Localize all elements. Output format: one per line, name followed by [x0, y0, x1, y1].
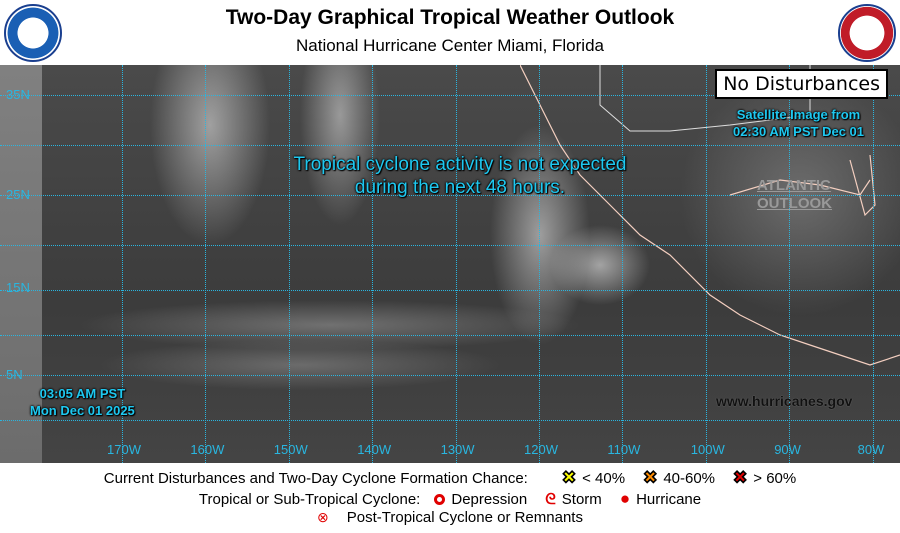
legend-high: > 60% [753, 469, 797, 487]
longitude-gridline [872, 65, 874, 463]
longitude-gridline [288, 65, 290, 463]
outlook-message: Tropical cyclone activity is not expecte… [200, 153, 720, 199]
longitude-label: 80W [857, 442, 885, 457]
legend-formation-label: Current Disturbances and Two-Day Cyclone… [103, 469, 528, 487]
message-line1: Tropical cyclone activity is not expecte… [293, 154, 627, 175]
issued-line1: 03:05 AM PST [39, 386, 126, 401]
latitude-gridline [0, 245, 900, 246]
header: Two-Day Graphical Tropical Weather Outlo… [0, 0, 900, 65]
depression-icon [434, 493, 446, 505]
legend-storm: Storm [561, 490, 602, 508]
atlantic-line1[interactable]: ATLANTIC [757, 177, 831, 194]
longitude-label: 120W [524, 442, 558, 457]
message-line2: during the next 48 hours. [354, 177, 566, 198]
storm-icon: ᘓ [545, 490, 556, 508]
atlantic-line2[interactable]: OUTLOOK [757, 195, 832, 212]
longitude-label: 90W [774, 442, 801, 457]
longitude-label: 110W [607, 442, 641, 457]
page-title: Two-Day Graphical Tropical Weather Outlo… [225, 6, 675, 29]
legend-medium: 40-60% [663, 469, 716, 487]
latitude-label: 25N [6, 187, 30, 202]
website-label: www.hurricanes.gov [716, 393, 853, 409]
latitude-gridline [0, 420, 900, 421]
low-chance-x-icon: ✖ [561, 468, 577, 488]
satellite-line1: Satellite Image from [736, 107, 861, 122]
issued-line2: Mon Dec 01 2025 [30, 403, 135, 418]
longitude-gridline [539, 65, 540, 463]
latitude-label: 35N [6, 87, 30, 102]
coastline-outline [520, 65, 900, 366]
atlantic-outlook-link[interactable]: ATLANTIC OUTLOOK [757, 177, 832, 213]
latitude-gridline [0, 145, 900, 146]
issued-time: 03:05 AM PST Mon Dec 01 2025 [30, 385, 135, 419]
longitude-gridline [705, 65, 707, 463]
longitude-label: 140W [357, 442, 392, 457]
longitude-label: 150W [273, 442, 308, 457]
longitude-label: 130W [440, 442, 475, 457]
longitude-label: 170W [107, 442, 141, 457]
legend-low: < 40% [582, 469, 626, 487]
latitude-gridline [0, 290, 900, 291]
page-subtitle: National Hurricane Center Miami, Florida [295, 36, 604, 55]
longitude-label: 100W [690, 442, 725, 457]
longitude-gridline [455, 65, 457, 463]
legend-hurricane: Hurricane [636, 490, 702, 508]
satellite-timestamp: Satellite Image from 02:30 AM PST Dec 01 [733, 106, 864, 140]
longitude-gridline [205, 65, 207, 463]
satellite-map: 170W 160W 150W 140W 130W 120W 110W 100W 90W 80W 35… [0, 65, 900, 463]
medium-chance-x-icon: ✖ [643, 468, 658, 488]
nws-logo [838, 4, 896, 62]
status-box: No Disturbances [715, 69, 888, 99]
post-tropical-icon: ⊗ [317, 509, 329, 525]
longitude-label: 160W [190, 442, 225, 457]
legend-post-tropical: Post-Tropical Cyclone or Remnants [346, 509, 583, 526]
latitude-label: 5N [6, 367, 23, 382]
longitude-gridline [622, 65, 624, 463]
hurricane-icon: ● [619, 489, 631, 508]
satellite-line2: 02:30 AM PST Dec 01 [732, 124, 864, 139]
latitude-label: 15N [6, 280, 30, 295]
latitude-gridline [0, 95, 900, 96]
longitude-gridline [372, 65, 374, 463]
longitude-gridline [122, 65, 123, 463]
legend-depression: Depression [451, 490, 528, 508]
latitude-gridline [0, 375, 900, 376]
map-edge-strip [0, 65, 42, 463]
legend: Current Disturbances and Two-Day Cyclone… [0, 463, 900, 533]
latitude-gridline [0, 195, 900, 196]
noaa-logo [4, 4, 62, 62]
legend-cyclone-label: Tropical or Sub-Tropical Cyclone: [198, 490, 421, 508]
high-chance-x-icon: ✖ [733, 468, 748, 488]
latitude-gridline [0, 335, 900, 336]
longitude-gridline [789, 65, 791, 463]
